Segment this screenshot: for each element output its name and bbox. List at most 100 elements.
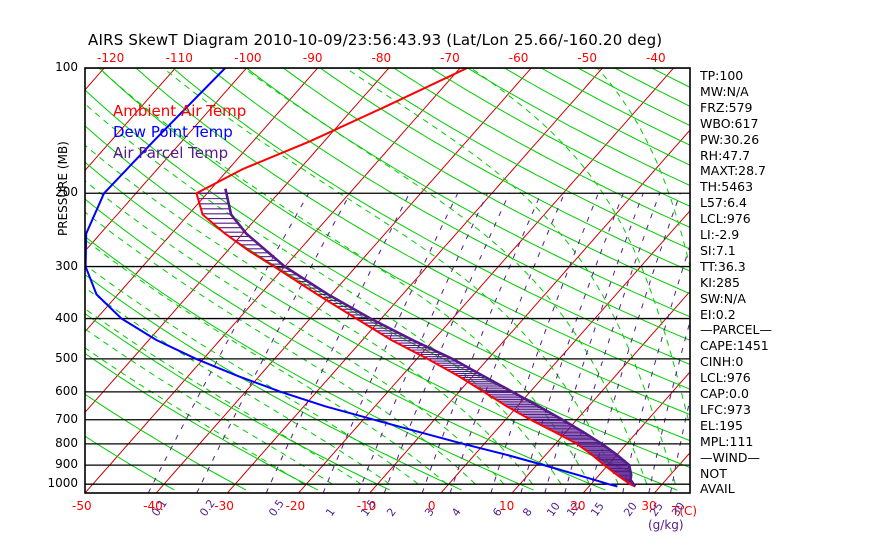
top-temp-tick: -100 bbox=[234, 51, 262, 65]
sounding-index-item: EI:0.2 bbox=[700, 306, 736, 322]
dew-point-curve bbox=[85, 68, 618, 488]
sounding-index-item: WBO:617 bbox=[700, 115, 759, 131]
pressure-tick: 700 bbox=[55, 411, 78, 426]
isotherm-line bbox=[85, 68, 390, 414]
dry-adiabat-line bbox=[209, 68, 690, 341]
moist-adiabat-line bbox=[345, 68, 676, 485]
mixing-ratio-line bbox=[322, 193, 459, 493]
sounding-index-item: LCL:976 bbox=[700, 370, 751, 386]
sounding-index-item: CAP:0.0 bbox=[700, 386, 749, 401]
top-temp-tick: -80 bbox=[371, 51, 392, 65]
dry-adiabat-line bbox=[467, 68, 690, 187]
pressure-tick: 200 bbox=[55, 185, 78, 200]
dry-adiabat-line bbox=[577, 68, 690, 127]
pressure-tick: 800 bbox=[55, 435, 78, 450]
air-parcel-curve bbox=[224, 188, 637, 488]
moist-adiabat-line bbox=[85, 103, 562, 485]
sounding-index-item: FRZ:579 bbox=[700, 99, 753, 115]
isotherm-line bbox=[582, 371, 690, 493]
sounding-index-item: LFC:973 bbox=[700, 401, 751, 417]
sounding-index-item: RH:47.7 bbox=[700, 147, 751, 163]
sounding-index-item: —WIND— bbox=[700, 449, 761, 465]
pressure-tick: 100 bbox=[55, 60, 78, 74]
isotherm-line bbox=[797, 68, 870, 493]
moist-adiabat-line bbox=[85, 287, 390, 485]
legend-dew-point-temp: Dew Point Temp bbox=[113, 123, 233, 141]
mixing-ratio-line bbox=[357, 193, 488, 493]
sounding-index-item: LI:-2.9 bbox=[700, 227, 740, 242]
top-temp-tick: -70 bbox=[440, 51, 460, 65]
sounding-index-item: AVAIL bbox=[700, 481, 735, 497]
sounding-index-item: —PARCEL— bbox=[700, 322, 772, 338]
legend-air-parcel-temp: Air Parcel Temp bbox=[113, 144, 229, 162]
moist-adiabat-line bbox=[85, 328, 333, 485]
moist-adiabat-line bbox=[596, 68, 690, 269]
top-temp-tick: -60 bbox=[508, 51, 529, 65]
moist-adiabat-line bbox=[470, 68, 690, 429]
dry-adiabat-line bbox=[393, 68, 690, 229]
moist-adiabat-line bbox=[85, 239, 448, 485]
mixing-ratio-line bbox=[265, 193, 410, 493]
page-title: AIRS SkewT Diagram 2010-10-09/23:56:43.9… bbox=[88, 31, 663, 49]
plot-frame bbox=[84, 67, 691, 494]
bottom-temp-tick: 0 bbox=[427, 499, 436, 513]
moist-adiabat-line bbox=[85, 211, 476, 485]
isotherm-line bbox=[155, 68, 532, 493]
pressure-tick: 900 bbox=[55, 457, 78, 472]
dry-adiabat-line bbox=[283, 68, 690, 295]
pressure-tick: 400 bbox=[55, 310, 78, 325]
sounding-index-item: SW:N/A bbox=[700, 290, 746, 306]
isotherm-line bbox=[85, 68, 319, 333]
temperature-axis-label: T(C) bbox=[672, 504, 698, 518]
moist-adiabat-line bbox=[98, 68, 591, 485]
sounding-index-item: MW:N/A bbox=[700, 83, 749, 99]
sounding-index-item: MAXT:28.7 bbox=[700, 163, 766, 179]
bottom-temp-tick: -50 bbox=[72, 499, 92, 513]
moist-adiabat-line bbox=[85, 144, 533, 485]
sounding-index-item: KI:285 bbox=[700, 274, 740, 290]
sounding-index-item: CAPE:1451 bbox=[700, 338, 769, 354]
mixing-ratio-line bbox=[421, 193, 542, 493]
pressure-tick: 500 bbox=[55, 350, 78, 365]
dry-adiabat-line bbox=[319, 68, 690, 272]
mixing-ratio-axis-label: (g/kg) bbox=[648, 518, 684, 532]
pressure-tick: 600 bbox=[55, 383, 78, 398]
dry-adiabat-line bbox=[541, 68, 690, 146]
dry-adiabat-line bbox=[172, 68, 690, 366]
moist-adiabat-line bbox=[85, 347, 305, 485]
top-temp-tick: -120 bbox=[97, 51, 125, 65]
mixing-ratio-line bbox=[147, 193, 310, 493]
dry-adiabat-line bbox=[98, 68, 690, 416]
dry-adiabat-line bbox=[504, 68, 690, 166]
bottom-temp-tick: 30 bbox=[641, 499, 657, 513]
isotherm-line bbox=[369, 129, 690, 493]
isotherm-line bbox=[298, 68, 674, 493]
bottom-temp-tick: -30 bbox=[214, 499, 234, 513]
isotherm-line bbox=[511, 290, 690, 493]
bottom-temp-tick: 20 bbox=[570, 499, 586, 513]
plot-grid-group bbox=[85, 68, 870, 493]
pressure-tick: 1000 bbox=[47, 476, 78, 491]
sounding-index-item: TP:100 bbox=[700, 68, 744, 83]
legend-ambient-air-temp: Ambient Air Temp bbox=[113, 102, 247, 120]
dry-adiabat-line bbox=[430, 68, 690, 207]
sounding-index-item: PW:30.26 bbox=[700, 131, 760, 147]
mixing-ratio-line bbox=[648, 319, 690, 493]
top-temp-tick: -110 bbox=[165, 51, 193, 65]
isotherm-line bbox=[227, 68, 603, 493]
mixing-ratio-line bbox=[520, 193, 624, 493]
isotherm-line bbox=[85, 68, 461, 493]
sounding-index-item: L57:6.4 bbox=[700, 195, 747, 211]
bottom-temp-tick: 10 bbox=[499, 499, 515, 513]
dry-adiabat-line bbox=[85, 235, 534, 491]
cape-hatch-group bbox=[196, 192, 635, 487]
sounding-index-item: TT:36.3 bbox=[700, 258, 746, 274]
bottom-temp-tick: -40 bbox=[143, 499, 163, 513]
top-temp-tick: -40 bbox=[646, 51, 666, 65]
sounding-index-item: EL:195 bbox=[700, 417, 743, 433]
mixing-ratio-line bbox=[383, 193, 510, 493]
ambient-temp-curve bbox=[195, 68, 636, 488]
mixing-ratio-line bbox=[589, 193, 681, 493]
bottom-temp-tick: -10 bbox=[356, 499, 377, 513]
